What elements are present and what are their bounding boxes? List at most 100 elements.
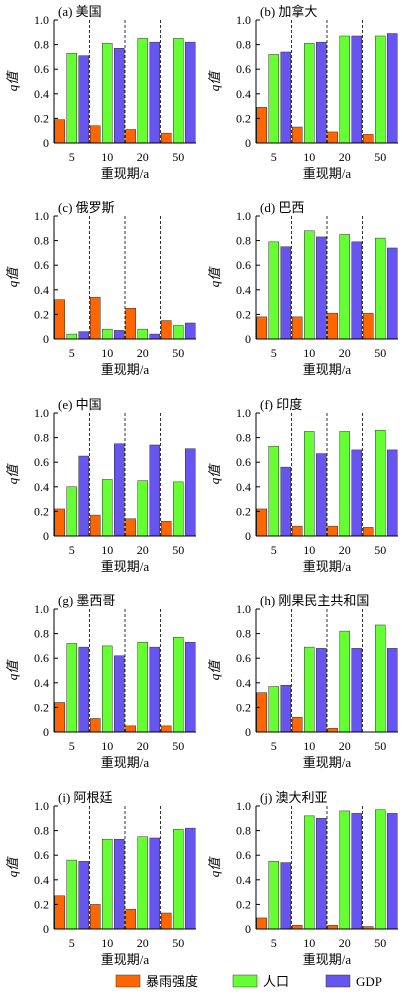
y-tick-label: 0.6 <box>236 455 251 469</box>
panel-title: (j) 澳大利亚 <box>260 790 328 805</box>
bar-rainfall-intensity <box>125 129 136 144</box>
bar-rainfall-intensity <box>90 296 101 340</box>
x-tick-label: 50 <box>374 936 386 950</box>
x-tick-label: 20 <box>339 936 351 950</box>
bar-rainfall-intensity <box>90 904 101 930</box>
y-tick-label: 1.0 <box>236 602 251 616</box>
bar-population <box>375 237 386 340</box>
panel-title: (e) 中国 <box>58 397 102 412</box>
y-tick-label: 0.8 <box>34 627 49 641</box>
bar-population <box>102 479 113 537</box>
x-axis-label: 重现期/a <box>101 166 150 181</box>
y-tick-label: 0.6 <box>236 258 251 272</box>
x-tick-label: 50 <box>172 150 184 164</box>
y-tick-label: 0.8 <box>236 627 251 641</box>
x-tick-label: 5 <box>271 739 277 753</box>
bar-gdp <box>78 331 89 340</box>
bar-gdp <box>351 648 362 733</box>
y-tick-label: 0.6 <box>34 848 49 862</box>
y-tick-label: 1.0 <box>236 799 251 813</box>
bar-rainfall-intensity <box>256 692 267 733</box>
y-tick-label: 1.0 <box>34 13 49 27</box>
bar-population <box>268 54 279 144</box>
y-tick-label: 0.4 <box>236 283 251 297</box>
bar-rainfall-intensity <box>90 514 101 537</box>
y-tick-label: 1.0 <box>34 209 49 223</box>
bar-gdp <box>387 33 398 144</box>
bar-gdp <box>114 330 125 340</box>
bar-population <box>304 815 315 930</box>
chart-panel: 0 0.2 0.4 0.6 0.8 1.0 5 10 20 50 重现期/a q值 (g) 墨西哥 <box>5 593 196 770</box>
bar-population <box>173 637 184 733</box>
bar-population <box>339 35 350 144</box>
y-tick-label: 0.4 <box>34 873 49 887</box>
y-tick-label: 0.4 <box>34 87 49 101</box>
y-axis-label: q值 <box>5 856 20 878</box>
y-tick-label: 0.4 <box>34 283 49 297</box>
x-tick-label: 20 <box>339 543 351 557</box>
bar-rainfall-intensity <box>256 316 267 340</box>
bar-population <box>137 38 148 144</box>
legend-swatch <box>325 974 351 988</box>
bar-population <box>102 328 113 340</box>
bar-population <box>339 810 350 930</box>
y-axis-label: q值 <box>207 463 222 485</box>
bar-population <box>173 38 184 144</box>
bar-population <box>173 829 184 930</box>
y-tick-label: 0 <box>245 332 251 346</box>
x-tick-label: 20 <box>137 739 149 753</box>
panel-title: (f) 印度 <box>260 397 302 412</box>
y-tick-label: 0.8 <box>236 234 251 248</box>
y-axis-label: q值 <box>207 659 222 681</box>
bar-population <box>137 328 148 340</box>
y-tick-label: 0.2 <box>34 897 49 911</box>
bar-population <box>304 230 315 340</box>
bar-population <box>375 624 386 733</box>
y-tick-label: 0.6 <box>236 651 251 665</box>
y-tick-label: 0.6 <box>34 455 49 469</box>
x-tick-label: 20 <box>339 739 351 753</box>
x-tick-label: 10 <box>303 739 315 753</box>
chart-panel: 0 0.2 0.4 0.6 0.8 1.0 5 10 20 50 重现期/a q值 (a) 美国 <box>5 4 196 181</box>
bar-population <box>375 429 386 537</box>
bar-rainfall-intensity <box>54 508 65 537</box>
x-axis-label: 重现期/a <box>101 362 150 377</box>
legend: 暴雨强度 人口 GDP <box>115 974 382 989</box>
bar-population <box>268 686 279 733</box>
bar-population <box>137 480 148 537</box>
x-tick-label: 10 <box>101 150 113 164</box>
y-tick-label: 0 <box>43 136 49 150</box>
x-tick-label: 5 <box>69 739 75 753</box>
y-tick-label: 0.2 <box>34 111 49 125</box>
y-tick-label: 0.6 <box>34 651 49 665</box>
y-tick-label: 0 <box>43 725 49 739</box>
bar-gdp <box>185 322 196 340</box>
x-axis-label: 重现期/a <box>303 166 352 181</box>
y-tick-label: 0 <box>245 529 251 543</box>
bar-rainfall-intensity <box>292 525 303 537</box>
x-axis-label: 重现期/a <box>101 559 150 574</box>
bar-population <box>66 859 77 930</box>
x-tick-label: 10 <box>101 543 113 557</box>
bar-population <box>66 643 77 733</box>
bar-gdp <box>387 813 398 930</box>
bar-gdp <box>280 466 291 537</box>
x-tick-label: 50 <box>172 936 184 950</box>
bar-gdp <box>78 646 89 733</box>
y-tick-label: 0.2 <box>236 897 251 911</box>
legend-label: 人口 <box>263 974 289 989</box>
chart-panel: 0 0.2 0.4 0.6 0.8 1.0 5 10 20 50 重现期/a q值 (e) 中国 <box>5 397 196 574</box>
y-tick-label: 0.4 <box>236 480 251 494</box>
y-tick-label: 0.2 <box>34 504 49 518</box>
y-axis-label: q值 <box>5 266 20 288</box>
y-tick-label: 0.8 <box>34 824 49 838</box>
chart-panel: 0 0.2 0.4 0.6 0.8 1.0 5 10 20 50 重现期/a q值 (j) 澳大利亚 <box>207 790 398 967</box>
bar-gdp <box>78 455 89 537</box>
bar-rainfall-intensity <box>161 725 172 733</box>
bar-population <box>304 431 315 537</box>
bar-rainfall-intensity <box>327 312 338 340</box>
bar-gdp <box>185 41 196 144</box>
bar-population <box>66 52 77 144</box>
bar-rainfall-intensity <box>292 316 303 340</box>
bar-population <box>304 43 315 144</box>
